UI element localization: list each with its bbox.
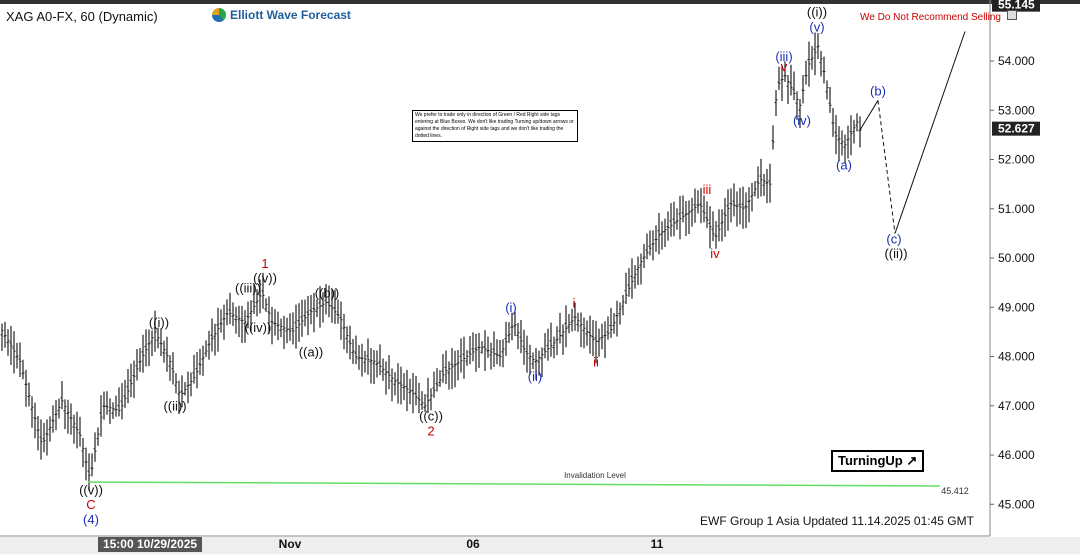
wave-label: ((v)) [79,482,103,497]
y-tick-label: 50.000 [998,251,1035,265]
y-tick-label: 47.000 [998,399,1035,413]
wave-label: ((v)) [253,271,277,286]
wave-label: (c) [886,231,901,246]
y-tick-label: 45.000 [998,497,1035,511]
wave-label: iv [710,246,720,261]
instrument-title: XAG A0-FX, 60 (Dynamic) [6,9,158,24]
wave-label: ((ii)) [884,246,907,261]
wave-label: C [86,497,95,512]
x-tick-label: 15:00 10/29/2025 [103,537,197,551]
turningup-text: TurningUp [838,453,903,468]
wave-label: ((i)) [149,315,169,330]
wave-label: ((a)) [299,345,324,360]
turningup-badge: TurningUp ↗ [831,450,925,472]
invalidation-line [87,481,941,487]
update-footer: EWF Group 1 Asia Updated 11.14.2025 01:4… [700,514,974,528]
ewf-logo-text: Elliott Wave Forecast [230,8,351,22]
projection-b-leg [859,100,879,131]
ewf-logo: Elliott Wave Forecast [212,8,351,22]
wave-label: 2 [427,423,434,438]
wave-label: (ii) [528,369,542,384]
wave-label: ((iv)) [245,320,272,335]
wave-label: (iv) [793,113,811,128]
y-tick-label: 49.000 [998,300,1035,314]
x-tick-label: 11 [651,537,664,551]
y-tick-label: 48.000 [998,350,1035,364]
current-price-marker [992,121,1040,136]
y-tick-label: 55.145 [998,0,1035,12]
ewf-logo-icon [212,8,226,22]
wave-label: v [781,59,788,74]
y-tick-label: 46.000 [998,448,1035,462]
x-tick-label: 06 [466,537,480,551]
wave-label: iii [703,182,712,197]
wave-label: ((iii)) [235,281,261,296]
top-price-marker [992,0,1040,12]
y-tick-label: 52.627 [998,122,1035,136]
wave-label: ii [593,354,599,369]
wave-label: ((i)) [807,5,827,20]
projection-up-leg [894,31,966,234]
x-tick-label: Nov [279,537,302,551]
wave-label: ((b)) [315,285,340,300]
top-bar [0,0,1080,4]
wave-label: ((c)) [419,409,443,424]
trading-note: We prefer to trade only in direction of … [412,110,578,142]
invalidation-value: 45.412 [941,486,969,496]
wave-label: (b) [870,84,886,99]
wave-label: (i) [505,300,517,315]
wave-label: i [573,295,576,310]
wave-label: ((ii)) [163,399,186,414]
y-tick-label: 52.000 [998,153,1035,167]
y-tick-label: 54.000 [998,54,1035,68]
wave-label: (v) [809,19,824,34]
wave-label: (iii) [775,49,792,64]
projection-c-leg [877,100,896,234]
x-label-highlight [98,537,202,552]
selling-warning: We Do Not Recommend Selling [860,12,1001,23]
chart-menu-button[interactable] [1007,10,1017,20]
time-axis-area [0,537,1080,554]
invalidation-label: Invalidation Level [564,471,626,480]
wave-label: 1 [261,256,268,271]
wave-label: (a) [836,157,852,172]
y-tick-label: 53.000 [998,103,1035,117]
y-tick-label: 51.000 [998,202,1035,216]
wave-label: (4) [83,512,99,527]
